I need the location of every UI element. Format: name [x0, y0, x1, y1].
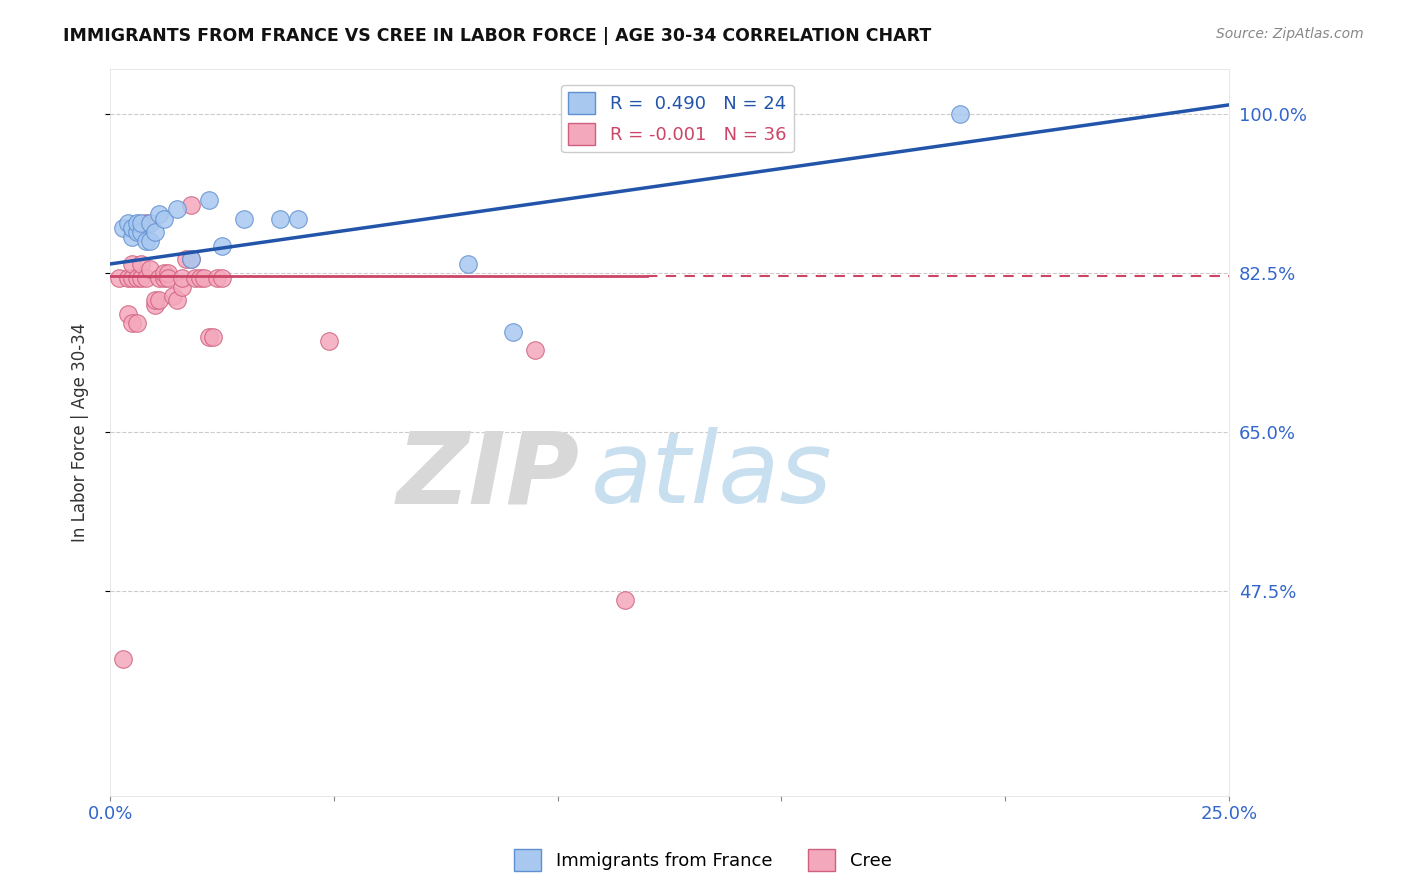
Point: [197, 329, 219, 343]
Point: [125, 316, 148, 330]
Point: [125, 225, 148, 239]
Point: [152, 211, 174, 226]
Point: [949, 107, 972, 121]
Point: [139, 216, 162, 230]
Point: [148, 270, 170, 285]
Point: [148, 207, 170, 221]
Point: [287, 211, 309, 226]
Point: [166, 293, 188, 308]
Text: IMMIGRANTS FROM FRANCE VS CREE IN LABOR FORCE | AGE 30-34 CORRELATION CHART: IMMIGRANTS FROM FRANCE VS CREE IN LABOR …: [63, 27, 932, 45]
Legend: Immigrants from France, Cree: Immigrants from France, Cree: [508, 842, 898, 879]
Point: [135, 270, 157, 285]
Point: [201, 329, 224, 343]
Point: [135, 234, 157, 248]
Point: [125, 270, 148, 285]
Point: [170, 270, 193, 285]
Point: [121, 220, 143, 235]
Point: [180, 198, 202, 212]
Point: [211, 270, 233, 285]
Point: [125, 216, 148, 230]
Point: [139, 234, 162, 248]
Point: [318, 334, 340, 349]
Point: [121, 270, 143, 285]
Point: [143, 298, 166, 312]
Point: [108, 270, 131, 285]
Point: [131, 225, 153, 239]
Text: atlas: atlas: [591, 427, 832, 524]
Point: [139, 261, 162, 276]
Point: [121, 257, 143, 271]
Point: [233, 211, 256, 226]
Point: [502, 325, 524, 339]
Point: [152, 270, 174, 285]
Point: [180, 252, 202, 267]
Point: [131, 270, 153, 285]
Point: [148, 293, 170, 308]
Point: [269, 211, 291, 226]
Point: [170, 279, 193, 293]
Point: [157, 270, 180, 285]
Point: [524, 343, 547, 358]
Point: [135, 216, 157, 230]
Point: [121, 229, 143, 244]
Point: [143, 225, 166, 239]
Point: [143, 293, 166, 308]
Point: [613, 593, 636, 607]
Point: [184, 270, 207, 285]
Point: [131, 216, 153, 230]
Point: [207, 270, 229, 285]
Point: [112, 220, 135, 235]
Point: [457, 257, 479, 271]
Point: [117, 270, 139, 285]
Point: [112, 652, 135, 666]
Text: ZIP: ZIP: [396, 427, 581, 524]
Point: [162, 289, 184, 303]
Point: [117, 216, 139, 230]
Point: [121, 316, 143, 330]
Point: [193, 270, 215, 285]
Point: [157, 266, 180, 280]
Point: [211, 239, 233, 253]
Legend: R =  0.490   N = 24, R = -0.001   N = 36: R = 0.490 N = 24, R = -0.001 N = 36: [561, 85, 793, 153]
Point: [166, 202, 188, 217]
Point: [152, 266, 174, 280]
Point: [131, 257, 153, 271]
Y-axis label: In Labor Force | Age 30-34: In Labor Force | Age 30-34: [72, 323, 89, 541]
Text: Source: ZipAtlas.com: Source: ZipAtlas.com: [1216, 27, 1364, 41]
Point: [197, 194, 219, 208]
Point: [174, 252, 197, 267]
Point: [188, 270, 211, 285]
Point: [180, 252, 202, 267]
Point: [117, 307, 139, 321]
